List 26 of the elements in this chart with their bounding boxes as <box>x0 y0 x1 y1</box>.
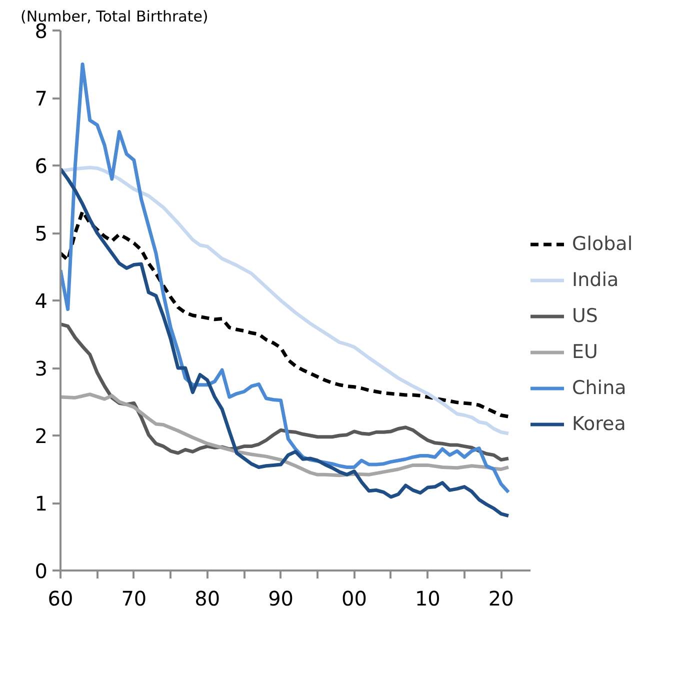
legend-label: US <box>572 305 599 327</box>
line-series <box>60 167 510 518</box>
legend-label: India <box>572 269 620 291</box>
x-tick-label: 90 <box>268 586 294 610</box>
line-series <box>60 62 510 494</box>
line-series <box>60 166 510 436</box>
y-tick-label: 5 <box>34 222 48 246</box>
line-series <box>60 210 510 418</box>
y-tick-label: 0 <box>34 559 48 583</box>
x-tick-label: 00 <box>342 586 367 610</box>
line-series <box>60 392 510 478</box>
y-tick-label: 3 <box>34 356 48 380</box>
y-tick-label: 6 <box>34 154 48 178</box>
y-tick-label: 4 <box>34 289 48 313</box>
legend-label: EU <box>572 341 599 363</box>
x-tick-label: 70 <box>121 586 147 610</box>
x-tick-label: 80 <box>194 586 220 610</box>
x-tick-label: 60 <box>48 586 74 610</box>
legend-label: Korea <box>572 413 627 435</box>
legend-label: China <box>572 377 628 399</box>
x-tick-label: 10 <box>414 586 440 610</box>
legend-label: Global <box>572 233 633 255</box>
y-tick-label: 2 <box>34 424 48 448</box>
x-tick-label: 20 <box>488 586 514 610</box>
y-tick-label: 7 <box>34 86 48 110</box>
y-tick-label: 1 <box>34 492 48 516</box>
